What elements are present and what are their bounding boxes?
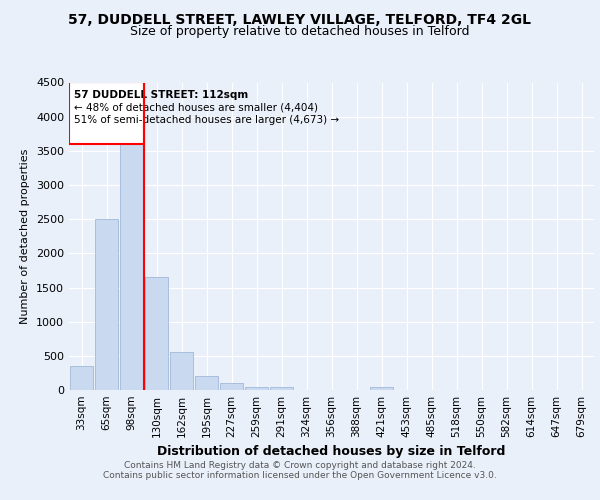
Text: 51% of semi-detached houses are larger (4,673) →: 51% of semi-detached houses are larger (… bbox=[74, 116, 339, 126]
Text: 57, DUDDELL STREET, LAWLEY VILLAGE, TELFORD, TF4 2GL: 57, DUDDELL STREET, LAWLEY VILLAGE, TELF… bbox=[68, 12, 532, 26]
FancyBboxPatch shape bbox=[69, 82, 144, 144]
Text: Size of property relative to detached houses in Telford: Size of property relative to detached ho… bbox=[130, 25, 470, 38]
X-axis label: Distribution of detached houses by size in Telford: Distribution of detached houses by size … bbox=[157, 446, 506, 458]
Bar bbox=[245, 386, 268, 390]
Bar bbox=[194, 376, 218, 390]
Bar bbox=[119, 134, 143, 390]
Text: Contains HM Land Registry data © Crown copyright and database right 2024.: Contains HM Land Registry data © Crown c… bbox=[124, 461, 476, 470]
Text: Contains public sector information licensed under the Open Government Licence v3: Contains public sector information licen… bbox=[103, 471, 497, 480]
Text: ← 48% of detached houses are smaller (4,404): ← 48% of detached houses are smaller (4,… bbox=[74, 103, 318, 113]
Y-axis label: Number of detached properties: Number of detached properties bbox=[20, 148, 31, 324]
Bar bbox=[220, 383, 244, 390]
Text: 57 DUDDELL STREET: 112sqm: 57 DUDDELL STREET: 112sqm bbox=[74, 90, 248, 100]
Bar bbox=[269, 386, 293, 390]
Bar bbox=[370, 386, 394, 390]
Bar bbox=[145, 277, 169, 390]
Bar bbox=[170, 352, 193, 390]
Bar bbox=[95, 219, 118, 390]
Bar bbox=[70, 366, 94, 390]
